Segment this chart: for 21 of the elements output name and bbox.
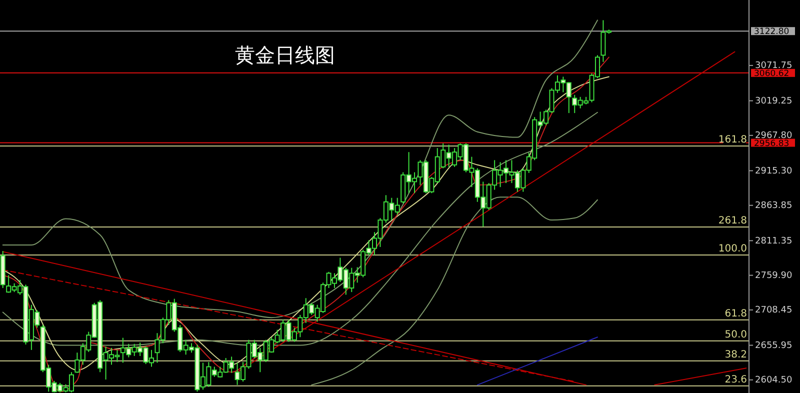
ref-line-label: 2956.83: [754, 138, 790, 149]
annotation: 261.8: [718, 215, 747, 226]
ref-line-label: 3060.62: [754, 68, 790, 79]
y-tick-label: 3019.25: [755, 96, 792, 106]
y-tick-label: 2708.45: [755, 306, 792, 316]
y-tick-label: 2863.85: [755, 201, 792, 211]
y-tick-label: 2915.30: [755, 166, 792, 176]
y-tick-label: 2759.90: [755, 270, 792, 281]
line-series: [2, 112, 598, 346]
annotation: 61.8: [724, 308, 747, 320]
annotation: 50.0: [724, 329, 747, 340]
y-tick-label: 2655.95: [755, 340, 792, 351]
y-tick-label: 2811.35: [755, 236, 792, 246]
text: 黄金日线图: [235, 43, 335, 67]
annotation: 23.6: [724, 374, 747, 386]
annotation: 38.2: [724, 349, 747, 360]
annotation: 100.0: [718, 243, 747, 254]
ref-line-label: 3122.80: [754, 27, 790, 38]
line-series: [311, 196, 598, 386]
annotation: 161.8: [718, 134, 747, 146]
y-tick-label: 2604.50: [755, 376, 792, 386]
